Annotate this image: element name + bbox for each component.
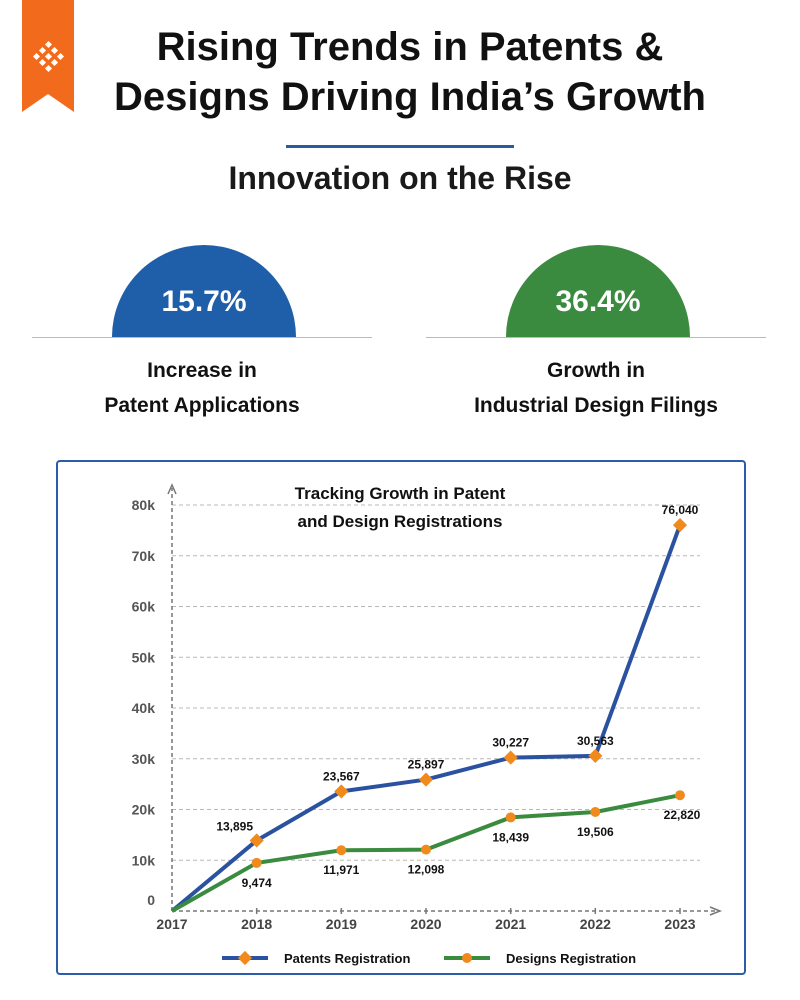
stat-baseline xyxy=(426,337,766,338)
data-point-patents xyxy=(334,784,349,799)
y-axis-arrow xyxy=(167,483,177,495)
data-point-patents xyxy=(418,772,434,787)
title-line-1: Rising Trends in Patents & xyxy=(156,25,664,69)
x-tick-label: 2021 xyxy=(495,916,526,932)
data-label-designs: 19,506 xyxy=(577,825,614,839)
x-tick-label: 2019 xyxy=(326,916,357,932)
data-point-designs xyxy=(505,812,516,823)
stat-label-line-2: Industrial Design Filings xyxy=(474,394,718,417)
chart-frame xyxy=(56,460,746,975)
stat-baseline xyxy=(32,337,372,338)
data-label-patents: 30,563 xyxy=(577,734,614,748)
page-subtitle: Innovation on the Rise xyxy=(228,160,572,196)
legend-label-designs: Designs Registration xyxy=(506,950,637,966)
data-label-designs: 11,971 xyxy=(323,863,359,877)
stat-label-line-1: Growth in xyxy=(547,359,645,382)
legend-label-patents: Patents Registration xyxy=(284,950,411,966)
stat-label-line-2: Patent Applications xyxy=(104,394,300,417)
data-label-patents: 25,897 xyxy=(408,758,445,772)
y-tick-label: 0 xyxy=(147,892,155,908)
title-divider xyxy=(286,145,514,148)
x-tick-label: 2023 xyxy=(664,916,695,932)
chart-legend: Patents Registration Designs Registratio… xyxy=(0,946,800,970)
data-point-patents xyxy=(588,748,603,763)
y-tick-label: 10k xyxy=(132,852,156,868)
page-title: Rising Trends in Patents & Designs Drivi… xyxy=(60,22,760,122)
stat-patent-applications: 15.7% Increase in Patent Applications xyxy=(32,245,372,425)
data-point-designs xyxy=(336,845,347,856)
brand-ribbon-logo xyxy=(22,0,74,112)
y-tick-label: 80k xyxy=(132,497,156,513)
data-point-patents xyxy=(672,518,688,533)
x-tick-label: 2022 xyxy=(580,916,611,932)
stat-design-filings: 36.4% Growth in Industrial Design Filing… xyxy=(426,245,766,425)
data-label-designs: 22,820 xyxy=(664,808,701,822)
data-label-patents: 13,895 xyxy=(216,819,253,833)
y-tick-label: 50k xyxy=(132,649,156,665)
chart-title-line-2: and Design Registrations xyxy=(297,512,503,531)
data-point-designs xyxy=(590,807,601,818)
data-label-designs: 9,474 xyxy=(242,876,272,890)
data-point-patents xyxy=(249,833,264,848)
data-point-patents xyxy=(503,750,518,765)
stat-label-line-1: Increase in xyxy=(147,359,257,382)
data-point-designs xyxy=(421,844,431,855)
y-tick-label: 70k xyxy=(132,548,156,564)
stat-value: 15.7% xyxy=(161,285,247,318)
x-tick-label: 2020 xyxy=(410,916,441,932)
x-axis-arrow xyxy=(709,906,723,916)
data-label-patents: 30,227 xyxy=(492,736,529,750)
title-line-2: Designs Driving India’s Growth xyxy=(114,75,706,119)
data-label-patents: 76,040 xyxy=(662,503,699,517)
legend-swatch-patents xyxy=(222,950,268,966)
y-tick-label: 60k xyxy=(132,599,156,615)
chart-title-line-1: Tracking Growth in Patent xyxy=(294,484,506,503)
data-point-designs xyxy=(675,790,685,801)
y-tick-label: 20k xyxy=(132,802,156,818)
data-label-designs: 12,098 xyxy=(408,863,445,877)
data-label-patents: 23,567 xyxy=(323,769,360,783)
x-tick-label: 2017 xyxy=(156,916,187,932)
legend-item-designs: Designs Registration xyxy=(444,946,636,970)
legend-item-patents: Patents Registration xyxy=(222,946,410,970)
stat-label: Increase in Patent Applications xyxy=(32,353,372,423)
stat-label: Growth in Industrial Design Filings xyxy=(426,353,766,423)
chart-title: Tracking Growth in Patent and Design Reg… xyxy=(240,480,560,536)
y-tick-label: 30k xyxy=(132,751,156,767)
y-tick-label: 40k xyxy=(132,700,156,716)
data-point-designs xyxy=(251,857,262,868)
data-label-designs: 18,439 xyxy=(492,830,529,844)
x-tick-label: 2018 xyxy=(241,916,272,932)
stat-value: 36.4% xyxy=(555,285,641,318)
legend-swatch-designs xyxy=(444,953,490,963)
